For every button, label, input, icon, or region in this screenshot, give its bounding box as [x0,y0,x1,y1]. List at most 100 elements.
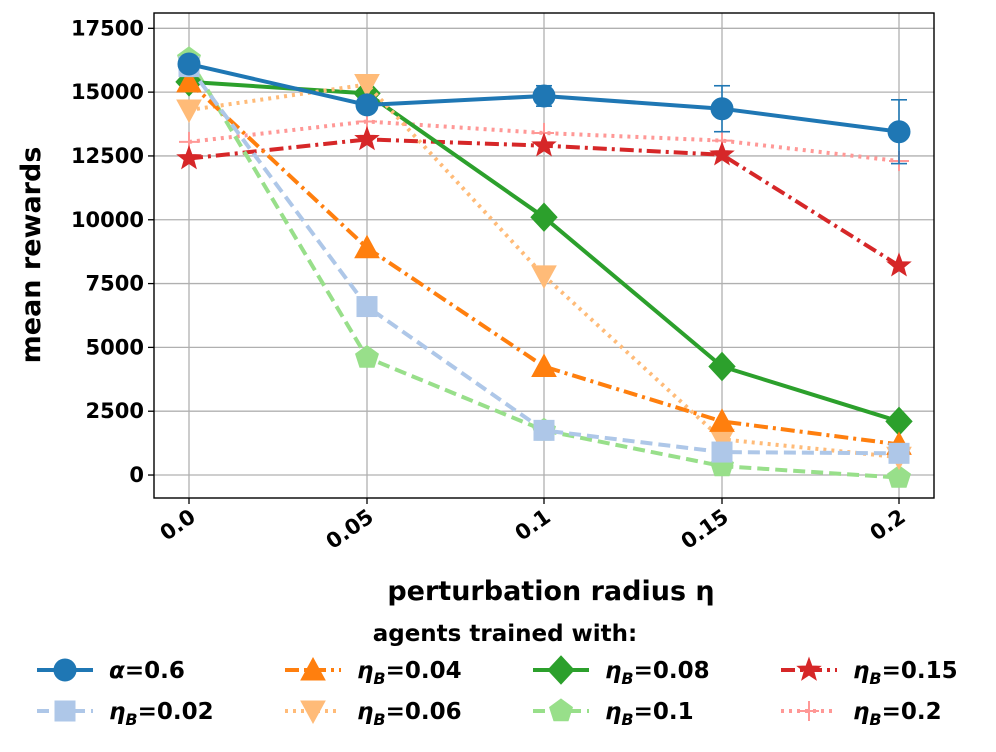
y-tick-label: 10000 [71,208,144,232]
data-point [355,93,379,117]
data-point [531,353,557,377]
legend: α=0.6ηB=0.02ηB=0.04ηB=0.06ηB=0.08ηB=0.1η… [37,655,958,729]
data-point [708,351,736,382]
data-point [356,296,378,318]
data-point [887,120,911,144]
legend-symbol: η [357,699,373,725]
data-point [354,74,380,98]
legend-marker [799,701,819,721]
legend-value: =0.15 [882,658,958,684]
legend-symbol: η [853,699,869,725]
y-tick-labels: 0 2500 5000 7500 10000 12500 15000 17500 [71,16,144,487]
legend-marker [300,700,326,725]
legend-subscript: B [869,710,881,729]
legend-label: ηB=0.06 [357,699,462,729]
legend-symbol: η [605,699,621,725]
x-tick-label: 0.15 [677,504,733,553]
legend-value: =0.06 [386,699,462,725]
legend-entry: ηB=0.15 [781,656,958,688]
legend-subscript: B [373,710,385,729]
legend-symbol: η [109,699,125,725]
legend-entry: ηB=0.1 [533,698,694,729]
series-0 [177,52,911,165]
y-tick-label: 15000 [71,80,144,104]
data-point [176,145,202,170]
data-point [710,97,734,121]
legend-marker [300,656,326,681]
data-point [709,141,735,166]
data-point [176,99,202,124]
legend-entry: α=0.6 [37,658,185,684]
series-line [187,80,900,447]
y-axis-title: mean rewards [16,147,47,364]
data-point [886,252,912,277]
data-point [530,202,558,232]
x-tick-label: 0.2 [866,504,910,545]
data-point [177,52,201,76]
legend-label: ηB=0.08 [605,658,710,688]
x-tick-label: 0.1 [511,504,555,545]
axis-ticks [148,27,900,504]
legend-entry: ηB=0.06 [285,699,462,729]
legend-value: =0.02 [138,699,214,725]
x-axis-title: perturbation radius η [387,576,714,607]
legend-marker [54,700,76,722]
y-tick-label: 5000 [86,335,144,359]
data-point [709,408,735,432]
legend-value: =0.6 [125,658,185,684]
legend-marker [547,655,575,685]
y-tick-label: 7500 [86,272,144,296]
legend-label: ηB=0.15 [853,658,958,688]
legend-value: =0.1 [634,699,694,725]
y-tick-label: 0 [129,463,144,487]
legend-symbol: α [109,658,125,684]
y-tick-label: 2500 [86,399,144,423]
x-tick-label: 0.0 [156,504,200,545]
legend-subscript: B [621,710,633,729]
legend-entry: ηB=0.08 [533,655,710,688]
data-point [531,132,557,157]
legend-subscript: B [621,669,633,688]
legend-entry: ηB=0.02 [37,699,214,729]
series-line [188,119,900,164]
legend-value: =0.2 [882,699,942,725]
data-point [354,234,380,259]
series-1 [178,56,910,464]
legend-entry: ηB=0.04 [285,656,462,688]
legend-subscript: B [125,710,137,729]
legend-label: ηB=0.02 [109,699,214,729]
series-group [175,46,913,488]
data-point [711,441,733,463]
legend-label: ηB=0.04 [357,658,462,688]
y-tick-label: 12500 [71,144,144,168]
data-point [887,464,911,488]
legend-label: ηB=0.2 [853,699,942,729]
x-tick-label: 0.05 [322,504,378,553]
legend-title: agents trained with: [373,621,638,647]
y-tick-label: 17500 [71,16,144,40]
legend-marker [53,658,77,682]
data-point [355,344,379,368]
legend-value: =0.04 [386,658,462,684]
legend-label: ηB=0.1 [605,699,694,729]
x-tick-labels: 0.0 0.05 0.1 0.15 0.2 [156,504,910,553]
legend-label: α=0.6 [109,658,185,684]
legend-symbol: η [605,658,621,684]
data-point [176,68,202,93]
series-line [187,57,900,480]
legend-entry: ηB=0.2 [781,699,942,729]
data-point [354,125,380,151]
data-point [888,442,910,464]
data-point [533,419,555,441]
data-point [531,265,557,289]
series-6 [176,125,912,277]
legend-value: =0.08 [634,658,710,684]
legend-symbol: η [853,658,869,684]
legend-marker [796,656,822,681]
legend-marker [549,698,573,722]
legend-subscript: B [869,669,881,688]
legend-subscript: B [373,669,385,688]
data-point [532,84,556,108]
legend-symbol: η [357,658,373,684]
